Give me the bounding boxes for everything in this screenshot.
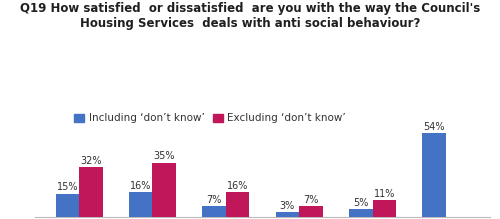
Text: Q19 How satisfied  or dissatisfied  are you with the way the Council's
Housing S: Q19 How satisfied or dissatisfied are yo… xyxy=(20,2,480,30)
Bar xyxy=(56,194,79,217)
Text: 54%: 54% xyxy=(424,122,445,132)
Text: 5%: 5% xyxy=(353,198,368,208)
Text: 35%: 35% xyxy=(154,151,175,161)
Bar xyxy=(422,133,446,217)
Text: 32%: 32% xyxy=(80,156,102,166)
Text: 15%: 15% xyxy=(56,182,78,192)
Bar xyxy=(276,212,299,217)
Bar xyxy=(79,167,102,217)
Text: 3%: 3% xyxy=(280,201,295,211)
Text: 16%: 16% xyxy=(227,181,248,191)
Text: 11%: 11% xyxy=(374,189,395,198)
Bar xyxy=(349,209,372,217)
Text: 7%: 7% xyxy=(206,195,222,205)
Bar xyxy=(202,206,226,217)
Bar xyxy=(152,162,176,217)
Bar xyxy=(226,192,250,217)
Bar xyxy=(372,200,396,217)
Text: 16%: 16% xyxy=(130,181,152,191)
Legend: Including ‘don’t know’, Excluding ‘don’t know’: Including ‘don’t know’, Excluding ‘don’t… xyxy=(70,109,350,127)
Bar xyxy=(299,206,322,217)
Bar xyxy=(129,192,152,217)
Text: 7%: 7% xyxy=(303,195,318,205)
